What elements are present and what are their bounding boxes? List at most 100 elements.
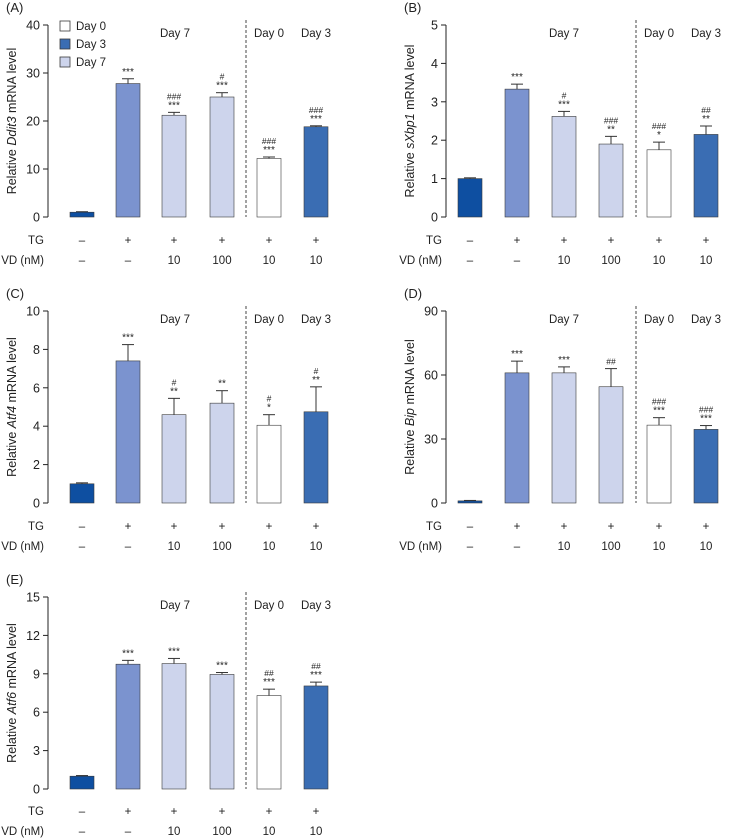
significance-star: *** (122, 648, 134, 659)
y-axis-title-prefix: Relative (403, 426, 417, 475)
y-axis-title-suffix: mRNA level (403, 339, 417, 408)
legend-label: Day 7 (76, 57, 106, 69)
y-axis-title-gene: Atf6 (5, 692, 19, 715)
bar (457, 178, 483, 218)
bar (457, 500, 483, 504)
legend-label: Day 3 (76, 39, 106, 51)
panel-label: (A) (6, 0, 23, 15)
vd-value: 100 (212, 255, 231, 267)
y-tick-label: 0 (431, 497, 438, 511)
panel-label: (B) (404, 0, 421, 15)
bar (209, 674, 235, 790)
vd-value: – (514, 541, 521, 553)
y-tick-label: 2 (431, 134, 438, 148)
tg-row-label: TG (426, 235, 442, 247)
significance-hash: ## (311, 661, 321, 671)
bar (256, 424, 282, 504)
bar (115, 360, 141, 504)
group-label: Day 0 (644, 314, 674, 326)
bar (115, 663, 141, 790)
group-label: Day 3 (301, 600, 331, 612)
vd-value: 10 (310, 541, 323, 553)
panel-b: (B) 0 1 2 3 4 5 Relative sXbp1 mRNA level Day 7 D… (399, 0, 721, 267)
vd-value: 10 (700, 255, 713, 267)
y-tick-label: 0 (33, 211, 40, 225)
vd-value: 10 (263, 541, 276, 553)
y-axis-title: Relative Atf4 mRNA level (5, 337, 19, 477)
vd-row-label: VD (nM) (1, 826, 44, 838)
significance-star: ** (170, 386, 178, 397)
bar (161, 414, 187, 504)
tg-value: + (656, 521, 663, 533)
significance-star: * (657, 130, 661, 141)
panel-a: (A) 0 10 20 30 40 Relative Ddit3 mRNA level Day… (1, 0, 331, 267)
bar (256, 695, 282, 790)
significance-hash: ### (652, 397, 666, 407)
bar (115, 83, 141, 218)
significance-star: *** (511, 349, 523, 360)
bar (161, 114, 187, 218)
y-axis-title: Relative Bip mRNA level (403, 339, 417, 475)
significance-hash: ### (309, 105, 323, 115)
y-tick-label: 40 (26, 19, 40, 33)
bar (69, 775, 95, 790)
tg-row-label: TG (28, 235, 44, 247)
significance-star: *** (122, 333, 134, 344)
y-tick-label: 30 (424, 433, 438, 447)
significance-hash: # (220, 72, 225, 82)
significance-star: *** (653, 406, 665, 417)
significance-hash: # (314, 366, 319, 376)
y-tick-label: 15 (26, 591, 40, 605)
significance-star: *** (310, 114, 322, 125)
y-tick-label: 4 (33, 420, 40, 434)
significance-star: *** (310, 670, 322, 681)
panel-label: (E) (6, 572, 23, 587)
vd-value: 10 (558, 541, 571, 553)
vd-value: – (79, 541, 86, 553)
tg-value: + (608, 235, 615, 247)
bar (551, 116, 577, 218)
tg-value: + (266, 521, 273, 533)
significance-hash: ### (604, 115, 618, 125)
tg-value: – (467, 235, 474, 247)
bar (598, 386, 624, 504)
significance-star: ** (312, 375, 320, 386)
bar (161, 663, 187, 790)
tg-value: + (514, 235, 521, 247)
vd-value: 100 (601, 541, 620, 553)
tg-row-label: TG (426, 521, 442, 533)
group-label: Day 7 (160, 314, 190, 326)
tg-value: + (313, 235, 320, 247)
significance-star: *** (511, 72, 523, 83)
y-tick-label: 0 (33, 783, 40, 797)
vd-row-label: VD (nM) (1, 541, 44, 553)
vd-value: 10 (653, 255, 666, 267)
panel-c: (C) 0 2 4 6 8 10 Relative Atf4 mRNA level Day 7 D… (1, 286, 331, 553)
y-tick-label: 0 (431, 211, 438, 225)
y-axis-title: Relative sXbp1 mRNA level (403, 45, 417, 198)
significance-hash: ### (699, 405, 713, 415)
vd-row-label: VD (nM) (399, 541, 442, 553)
tg-value: + (514, 521, 521, 533)
tg-value: + (171, 521, 178, 533)
vd-value: 10 (310, 826, 323, 838)
tg-value: + (219, 806, 226, 818)
vd-value: 10 (700, 541, 713, 553)
y-tick-label: 90 (424, 305, 438, 319)
tg-value: + (703, 235, 710, 247)
y-tick-label: 0 (33, 497, 40, 511)
vd-row-label: VD (nM) (399, 255, 442, 267)
y-tick-label: 10 (26, 305, 40, 319)
group-label: Day 7 (160, 28, 190, 40)
vd-value: – (514, 255, 521, 267)
y-tick-label: 10 (26, 163, 40, 177)
legend-label: Day 0 (76, 21, 106, 33)
y-tick-label: 20 (26, 115, 40, 129)
y-tick-label: 4 (431, 57, 438, 71)
legend-swatch (59, 56, 71, 68)
bar (646, 149, 672, 218)
tg-value: + (266, 235, 273, 247)
y-axis-title-suffix: mRNA level (5, 48, 19, 117)
bar (303, 685, 329, 790)
